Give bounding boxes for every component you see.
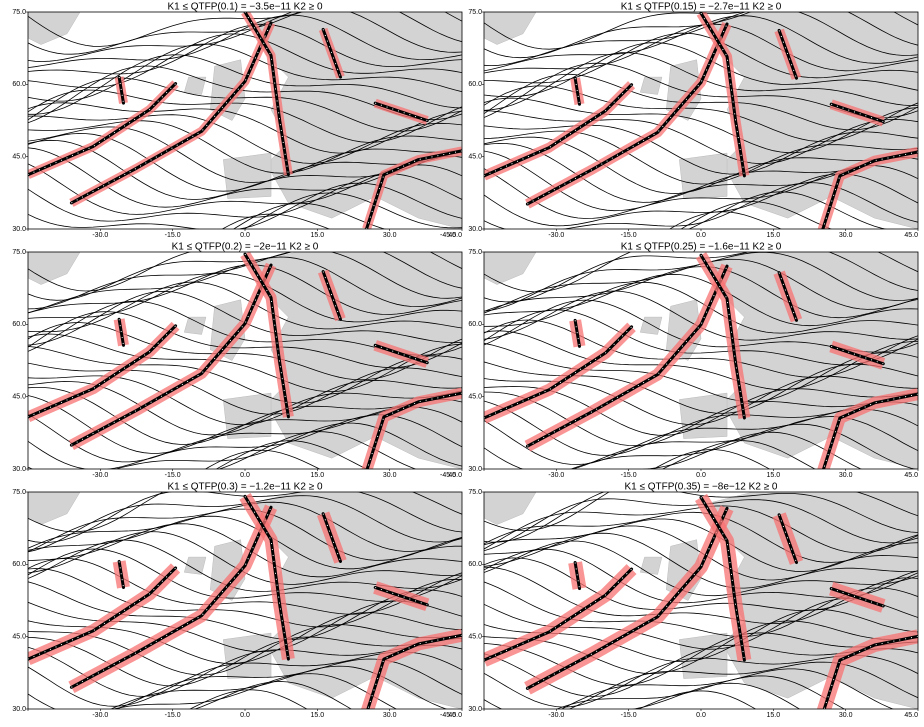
x-tick-label: 0.0 bbox=[240, 712, 250, 719]
land bbox=[640, 557, 662, 574]
panel-title: K1 ≤ QTFP(0.35) = −8e−12 K2 ≥ 0 bbox=[624, 482, 777, 493]
panel-title: K1 ≤ QTFP(0.25) = −1.6e−11 K2 ≥ 0 bbox=[621, 242, 782, 253]
panel-title: K1 ≤ QTFP(0.15) = −2.7e−11 K2 ≥ 0 bbox=[621, 2, 782, 13]
x-tick-label: 0.0 bbox=[696, 232, 706, 239]
x-tick-label: 0.0 bbox=[696, 712, 706, 719]
x-tick-label: 0.0 bbox=[240, 232, 250, 239]
panel-title: K1 ≤ QTFP(0.1) = −3.5e−11 K2 ≥ 0 bbox=[167, 2, 322, 13]
y-tick-label: 75.0 bbox=[12, 489, 26, 496]
y-tick-label: 45.0 bbox=[468, 154, 482, 161]
x-tick-label: 15.0 bbox=[311, 712, 325, 719]
x-tick-label: 0.0 bbox=[696, 472, 706, 479]
x-tick-label: -15.0 bbox=[621, 712, 637, 719]
x-tick-label: 15.0 bbox=[311, 472, 325, 479]
y-tick-label: 30.0 bbox=[468, 226, 482, 233]
y-tick-label: 45.0 bbox=[12, 394, 26, 401]
y-tick-label: 60.0 bbox=[12, 561, 26, 568]
land bbox=[28, 492, 80, 525]
land bbox=[484, 492, 536, 525]
x-tick-label: -45.0 bbox=[440, 712, 456, 719]
x-tick-label: -30.0 bbox=[548, 472, 564, 479]
panel bbox=[484, 239, 918, 498]
y-tick-label: 75.0 bbox=[468, 9, 482, 16]
y-tick-label: 75.0 bbox=[468, 489, 482, 496]
x-tick-label: 30.0 bbox=[839, 472, 853, 479]
x-tick-label: -30.0 bbox=[92, 712, 108, 719]
land bbox=[254, 12, 462, 229]
x-tick-label: 30.0 bbox=[383, 232, 397, 239]
y-tick-label: 60.0 bbox=[12, 81, 26, 88]
panel bbox=[28, 478, 462, 727]
x-tick-label: 45.0 bbox=[904, 472, 918, 479]
y-tick-label: 30.0 bbox=[12, 466, 26, 473]
x-tick-label: 30.0 bbox=[383, 712, 397, 719]
x-tick-label: -30.0 bbox=[548, 232, 564, 239]
land bbox=[484, 252, 536, 285]
x-tick-label: -30.0 bbox=[92, 232, 108, 239]
x-tick-label: 30.0 bbox=[839, 712, 853, 719]
y-tick-label: 75.0 bbox=[468, 249, 482, 256]
x-tick-label: -15.0 bbox=[165, 712, 181, 719]
y-tick-label: 30.0 bbox=[12, 226, 26, 233]
y-tick-label: 30.0 bbox=[468, 466, 482, 473]
x-tick-label: 15.0 bbox=[767, 712, 781, 719]
land bbox=[223, 153, 271, 199]
x-tick-label: 15.0 bbox=[311, 232, 325, 239]
land bbox=[184, 557, 206, 574]
panel bbox=[484, 474, 918, 727]
y-tick-label: 30.0 bbox=[12, 706, 26, 713]
y-tick-label: 75.0 bbox=[12, 9, 26, 16]
y-tick-label: 45.0 bbox=[468, 634, 482, 641]
x-tick-label: -30.0 bbox=[548, 712, 564, 719]
x-tick-label: 45.0 bbox=[904, 712, 918, 719]
x-tick-label: -15.0 bbox=[621, 232, 637, 239]
x-tick-label: -15.0 bbox=[165, 472, 181, 479]
figure: -45.0 -30.0 -15.0 0.0 15.0 30.0 45.0 30.0 45.0 60… bbox=[0, 0, 924, 727]
x-tick-label: 0.0 bbox=[240, 472, 250, 479]
panel bbox=[484, 0, 918, 267]
y-tick-label: 45.0 bbox=[12, 634, 26, 641]
y-tick-label: 60.0 bbox=[468, 561, 482, 568]
x-tick-label: -30.0 bbox=[92, 472, 108, 479]
land bbox=[28, 12, 80, 45]
y-tick-label: 45.0 bbox=[468, 394, 482, 401]
y-tick-label: 60.0 bbox=[468, 81, 482, 88]
land bbox=[640, 77, 662, 94]
land bbox=[184, 317, 206, 334]
y-tick-label: 45.0 bbox=[12, 154, 26, 161]
y-tick-label: 60.0 bbox=[468, 321, 482, 328]
contour-line bbox=[28, 690, 462, 727]
land bbox=[640, 317, 662, 334]
contour-line bbox=[28, 682, 462, 727]
x-tick-label: -15.0 bbox=[165, 232, 181, 239]
x-tick-label: 45.0 bbox=[904, 232, 918, 239]
panel-title: K1 ≤ QTFP(0.2) = −2e−11 K2 ≥ 0 bbox=[172, 242, 319, 253]
x-tick-label: 15.0 bbox=[767, 232, 781, 239]
panel-title: K1 ≤ QTFP(0.3) = −1.2e−11 K2 ≥ 0 bbox=[167, 482, 322, 493]
land bbox=[710, 12, 918, 229]
x-tick-label: -45.0 bbox=[440, 472, 456, 479]
y-tick-label: 30.0 bbox=[468, 706, 482, 713]
y-tick-label: 60.0 bbox=[12, 321, 26, 328]
panel bbox=[28, 235, 462, 502]
land bbox=[28, 252, 80, 285]
x-tick-label: 30.0 bbox=[839, 232, 853, 239]
x-tick-label: 15.0 bbox=[767, 472, 781, 479]
x-tick-label: -15.0 bbox=[621, 472, 637, 479]
x-tick-label: 30.0 bbox=[383, 472, 397, 479]
y-tick-label: 75.0 bbox=[12, 249, 26, 256]
x-tick-label: -45.0 bbox=[440, 232, 456, 239]
